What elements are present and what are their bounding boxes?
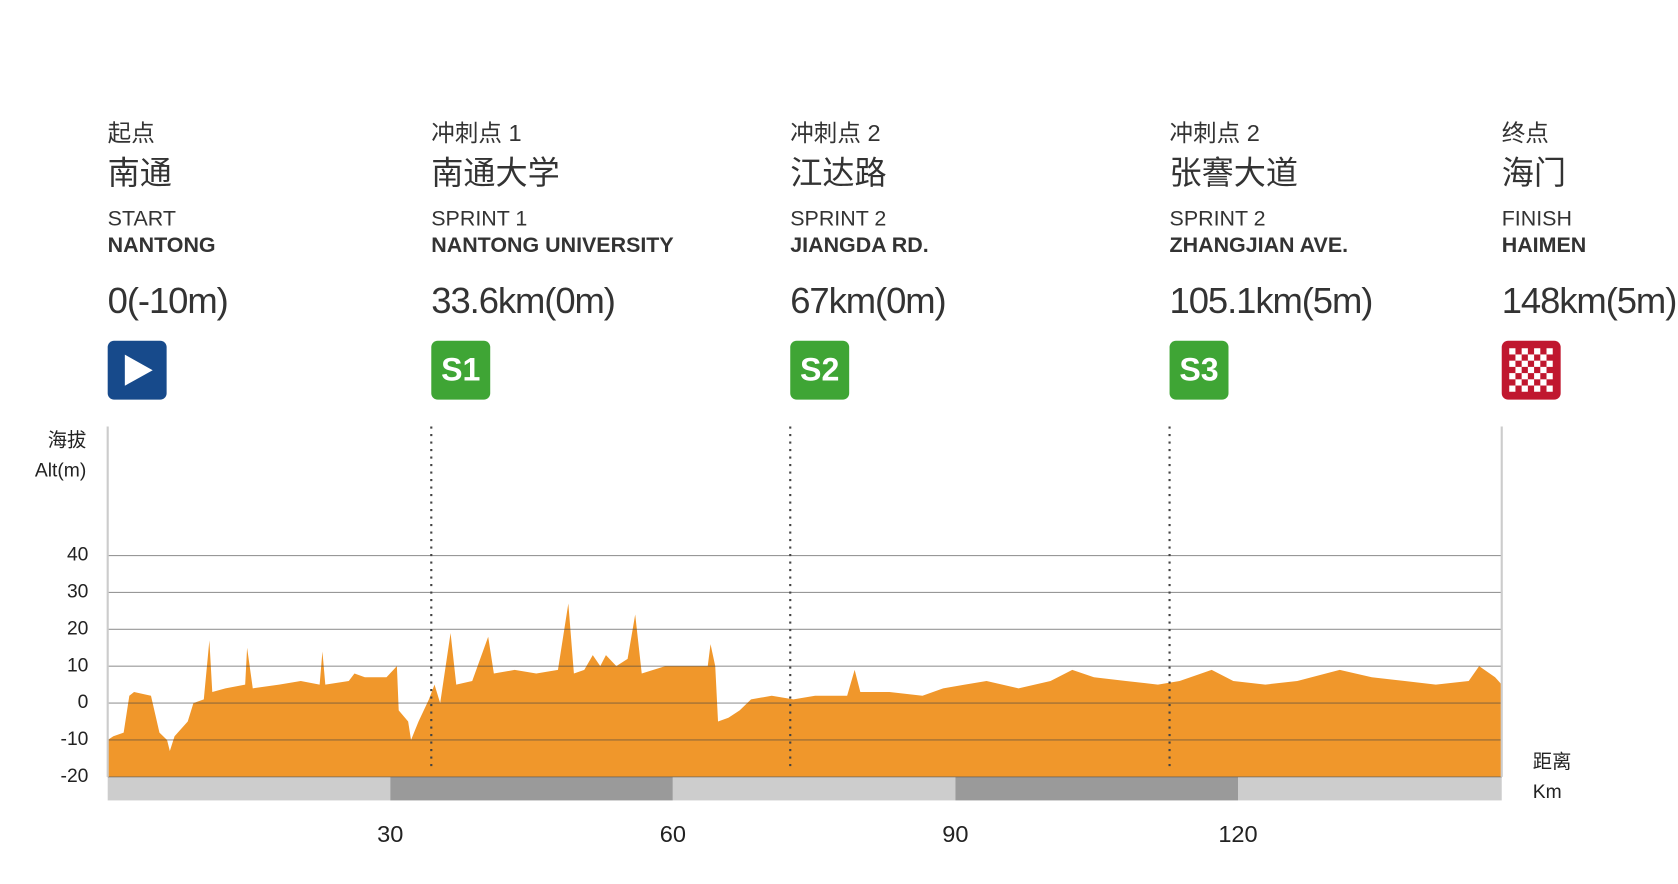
sprint-badge-label: S1 — [441, 351, 480, 387]
stage-label-en: FINISH — [1502, 206, 1572, 230]
finish-check — [1540, 366, 1547, 374]
x-tick-label: 120 — [1218, 821, 1257, 847]
stage-name-cn: 张謇大道 — [1170, 155, 1299, 191]
distance-band — [672, 776, 956, 801]
y-tick-label: -20 — [61, 766, 89, 787]
finish-check — [1546, 373, 1553, 380]
stage-name-cn: 南通大学 — [431, 155, 560, 191]
finish-check — [1515, 366, 1522, 374]
elevation-area — [107, 603, 1502, 777]
finish-check — [1540, 354, 1547, 361]
stage-label-cn: 冲刺点 2 — [1170, 120, 1260, 146]
finish-check — [1509, 373, 1516, 380]
finish-check — [1534, 373, 1541, 380]
finish-check — [1521, 360, 1528, 367]
finish-check — [1540, 379, 1547, 386]
distance-band — [107, 776, 391, 801]
finish-check — [1509, 348, 1516, 355]
y-label: Alt(m) — [35, 461, 86, 482]
stage-label-cn: 终点 — [1502, 120, 1549, 146]
sprint-badge — [431, 340, 491, 400]
finish-check — [1527, 366, 1535, 374]
y-tick-label: 20 — [67, 618, 88, 639]
stage-name-cn: 海门 — [1502, 155, 1566, 191]
distance-band — [1237, 776, 1502, 801]
finish-check — [1546, 348, 1553, 355]
sprint-badge-label: S3 — [1179, 351, 1218, 387]
y-tick-label: 40 — [67, 545, 88, 566]
finish-check — [1546, 385, 1553, 392]
finish-check — [1527, 379, 1535, 386]
finish-check — [1515, 379, 1522, 386]
finish-check — [1534, 348, 1541, 355]
stage-label-en: SPRINT 1 — [431, 206, 527, 230]
stage-distance: 0(-10m) — [108, 280, 228, 321]
stage-label-en: SPRINT 2 — [790, 206, 886, 230]
y-label: 海拔 — [48, 430, 87, 452]
stage-name-en: JIANGDA RD. — [790, 233, 928, 257]
stage-distance: 33.6km(0m) — [431, 280, 615, 321]
stage-label-en: SPRINT 2 — [1170, 206, 1266, 230]
stage-label-cn: 冲刺点 1 — [431, 120, 521, 146]
stage-name-en: NANTONG — [108, 233, 216, 257]
x-tick-label: 30 — [377, 821, 403, 847]
x-tick-label: 90 — [942, 821, 968, 847]
x-tick-label: 60 — [660, 821, 686, 847]
y-tick-label: 30 — [67, 582, 88, 603]
stage-distance: 148km(5m) — [1502, 280, 1677, 321]
stage-name-en: NANTONG UNIVERSITY — [431, 233, 673, 257]
stage-name-cn: 南通 — [108, 155, 172, 191]
finish-check — [1534, 385, 1541, 392]
finish-check — [1521, 373, 1528, 380]
sprint-badge — [790, 340, 850, 400]
stage-name-en: ZHANGJIAN AVE. — [1170, 233, 1349, 257]
finish-check — [1509, 360, 1516, 367]
start-arrow — [124, 354, 153, 386]
y-tick-label: 0 — [78, 692, 89, 713]
finish-check — [1521, 348, 1528, 355]
distance-band — [390, 776, 673, 801]
finish-check — [1521, 385, 1528, 392]
finish-check — [1509, 385, 1516, 392]
sprint-badge-label: S2 — [800, 351, 839, 387]
y-tick-label: -10 — [61, 729, 89, 750]
x-label: 距离 — [1533, 751, 1572, 773]
stage-label-cn: 冲刺点 2 — [790, 120, 880, 146]
stage-label-en: START — [108, 206, 176, 230]
x-label: Km — [1533, 782, 1562, 803]
finish-check — [1534, 360, 1541, 367]
stage-distance: 67km(0m) — [790, 280, 945, 321]
stage-name-cn: 江达路 — [790, 155, 886, 191]
stage-distance: 105.1km(5m) — [1170, 280, 1373, 321]
finish-check — [1515, 354, 1522, 361]
finish-check — [1527, 354, 1535, 361]
distance-band — [955, 776, 1238, 801]
stage-label-cn: 起点 — [108, 120, 155, 146]
sprint-badge — [1169, 340, 1229, 400]
stage-name-en: HAIMEN — [1502, 233, 1587, 257]
y-tick-label: 10 — [67, 655, 88, 676]
finish-check — [1546, 360, 1553, 367]
